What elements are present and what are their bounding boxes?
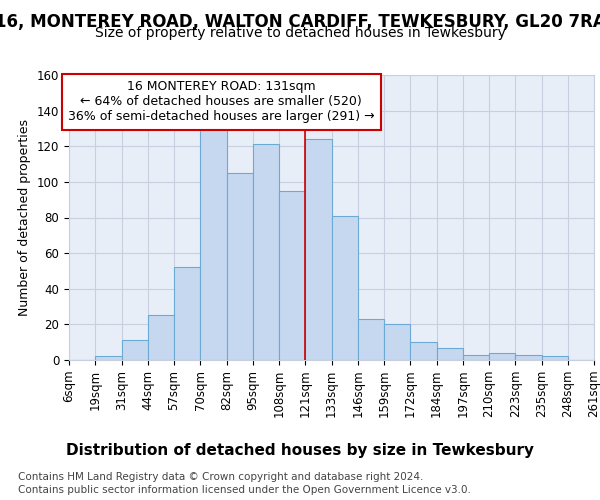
Bar xyxy=(305,139,331,360)
Bar xyxy=(148,316,174,360)
Bar xyxy=(200,126,227,360)
Bar xyxy=(331,216,358,360)
Bar xyxy=(95,356,121,360)
Bar xyxy=(463,354,489,360)
Bar xyxy=(279,191,305,360)
Text: Contains public sector information licensed under the Open Government Licence v3: Contains public sector information licen… xyxy=(18,485,471,495)
Text: Distribution of detached houses by size in Tewkesbury: Distribution of detached houses by size … xyxy=(66,442,534,458)
Bar xyxy=(489,353,515,360)
Bar xyxy=(437,348,463,360)
Bar xyxy=(515,354,542,360)
Text: Contains HM Land Registry data © Crown copyright and database right 2024.: Contains HM Land Registry data © Crown c… xyxy=(18,472,424,482)
Bar xyxy=(253,144,279,360)
Bar xyxy=(121,340,148,360)
Y-axis label: Number of detached properties: Number of detached properties xyxy=(19,119,31,316)
Bar xyxy=(174,268,200,360)
Bar xyxy=(384,324,410,360)
Bar xyxy=(542,356,568,360)
Bar xyxy=(358,319,384,360)
Bar xyxy=(410,342,437,360)
Text: 16, MONTEREY ROAD, WALTON CARDIFF, TEWKESBURY, GL20 7RA: 16, MONTEREY ROAD, WALTON CARDIFF, TEWKE… xyxy=(0,12,600,30)
Text: Size of property relative to detached houses in Tewkesbury: Size of property relative to detached ho… xyxy=(95,26,505,40)
Text: 16 MONTEREY ROAD: 131sqm
← 64% of detached houses are smaller (520)
36% of semi-: 16 MONTEREY ROAD: 131sqm ← 64% of detach… xyxy=(68,80,374,124)
Bar xyxy=(227,173,253,360)
